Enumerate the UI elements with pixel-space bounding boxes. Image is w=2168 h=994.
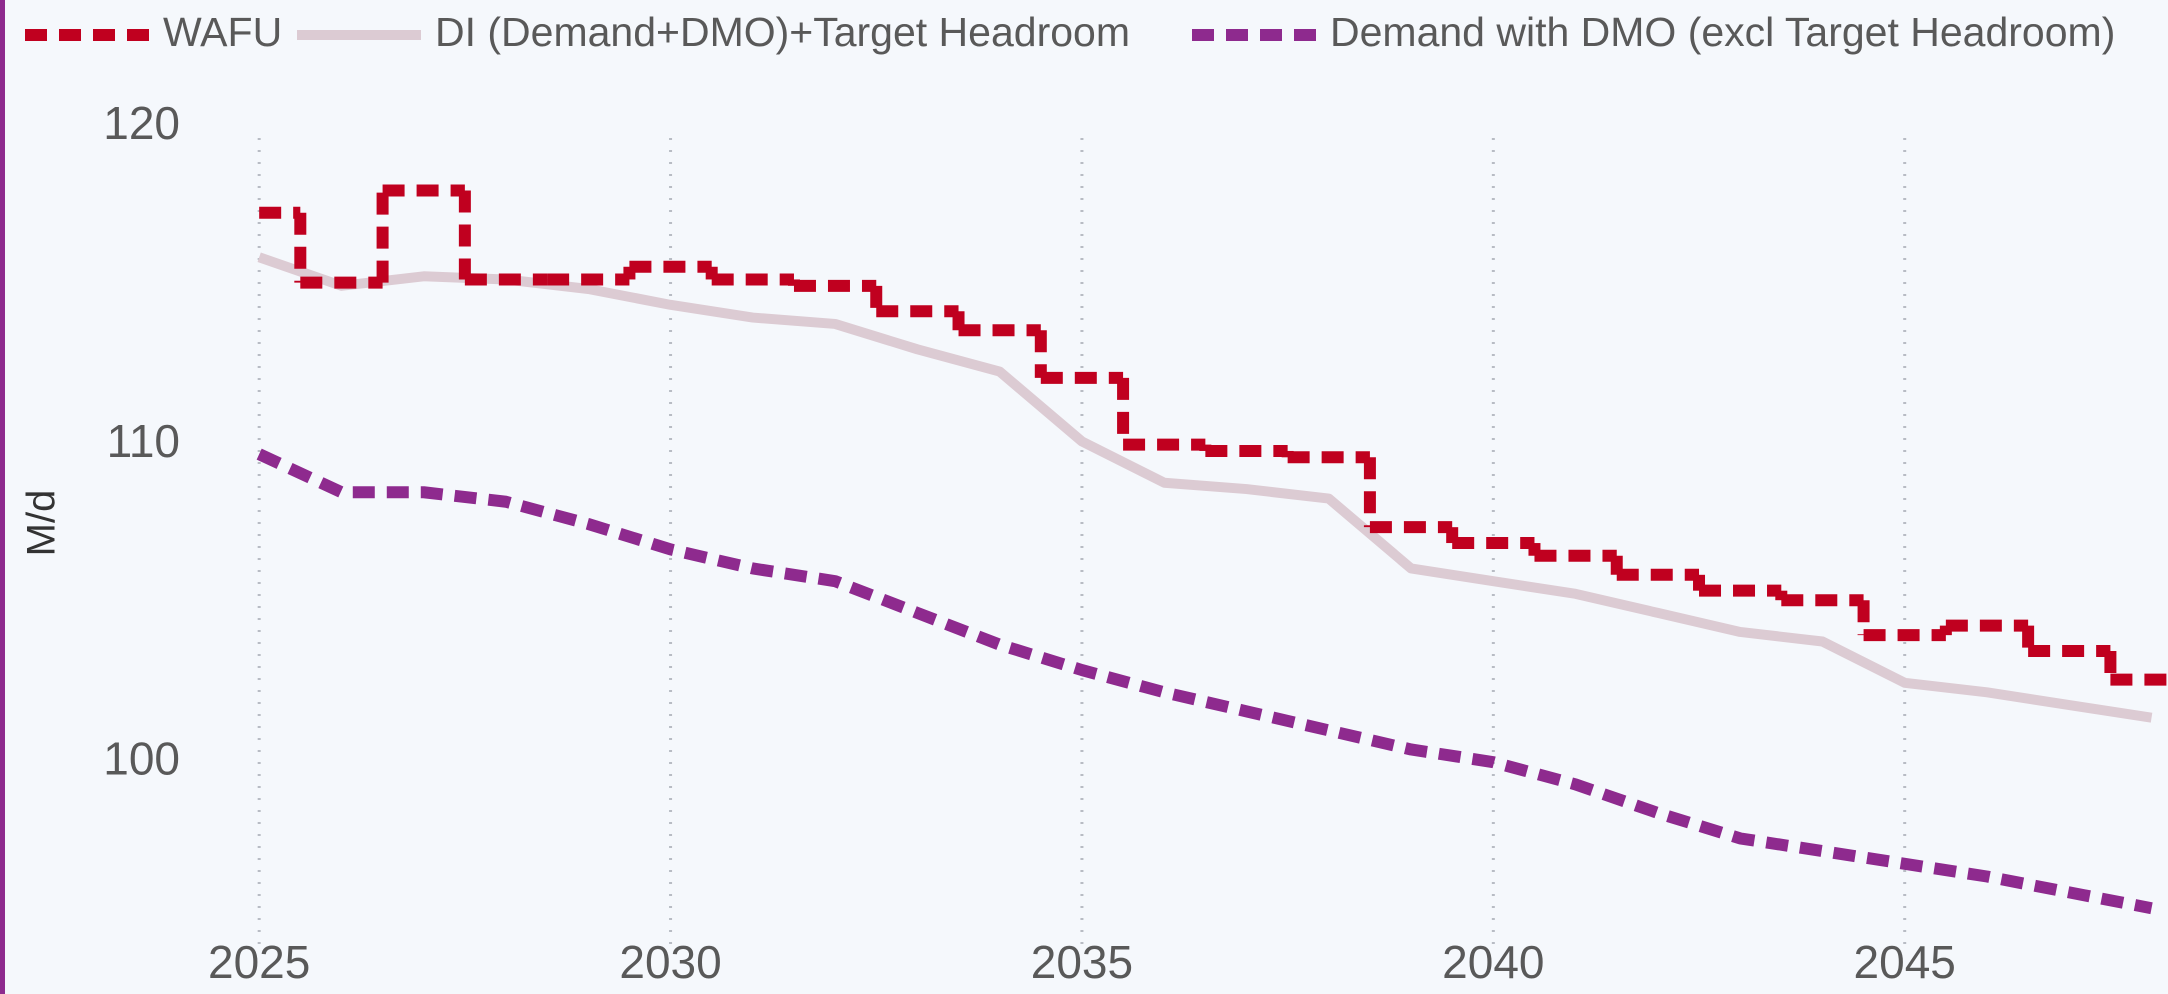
x-tick-label: 2030 — [619, 936, 721, 988]
legend-label: DI (Demand+DMO)+Target Headroom — [435, 9, 1130, 55]
legend-label: Demand with DMO (excl Target Headroom) — [1330, 9, 2115, 55]
left-border — [0, 0, 5, 994]
x-tick-label: 2040 — [1442, 936, 1544, 988]
y-axis-label: M/d — [20, 490, 64, 557]
y-tick-label: 120 — [103, 97, 180, 149]
x-tick-label: 2025 — [208, 936, 310, 988]
legend-label: WAFU — [163, 9, 282, 55]
y-tick-label: 110 — [107, 415, 180, 467]
series-line — [257, 252, 2153, 723]
series-line — [256, 448, 2153, 915]
x-tick-label: 2045 — [1854, 936, 1956, 988]
x-tick-label: 2035 — [1031, 936, 1133, 988]
y-tick-label: 100 — [103, 732, 180, 784]
